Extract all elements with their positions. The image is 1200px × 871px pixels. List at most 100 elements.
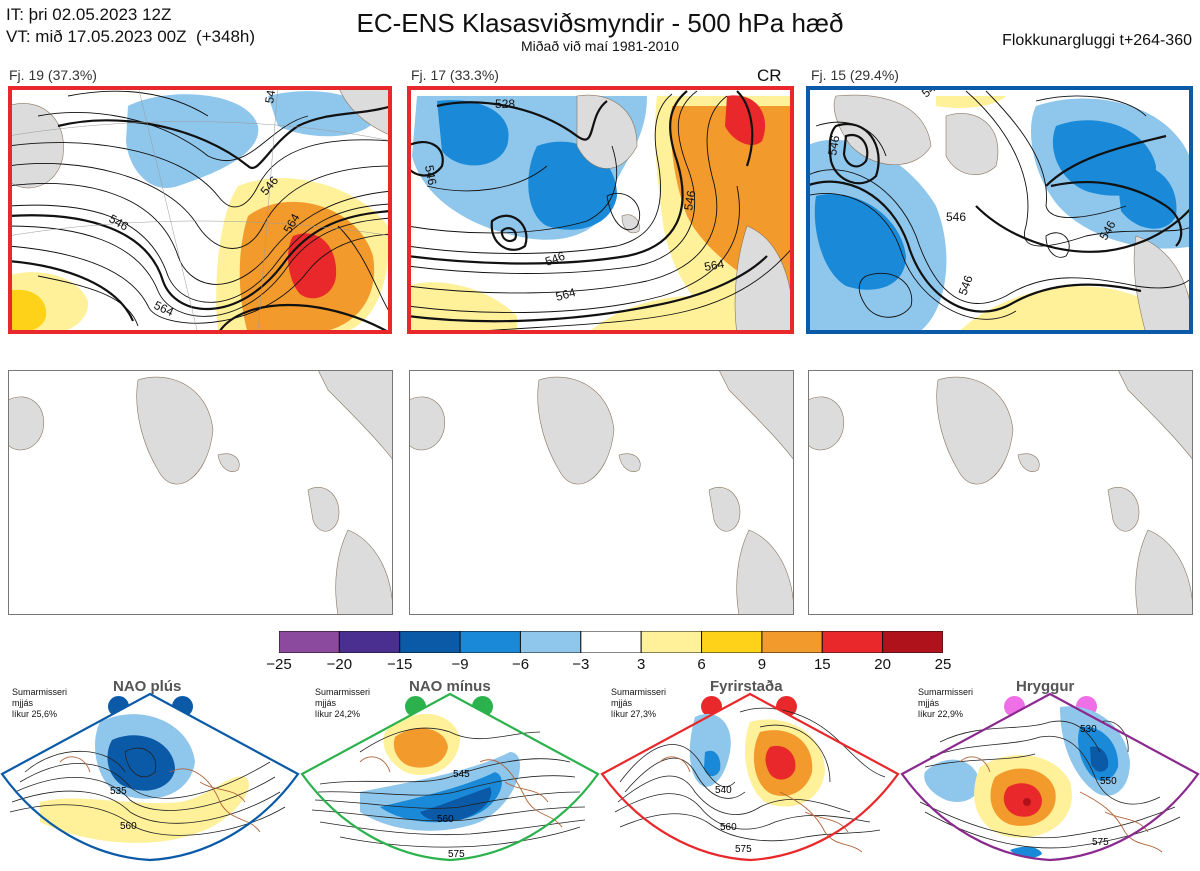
colorbar-tick-label: 25 bbox=[934, 656, 952, 673]
regime-probability: líkur 27,3% bbox=[611, 709, 657, 719]
contour-label: 560 bbox=[437, 814, 454, 825]
contour-label: 560 bbox=[720, 822, 737, 833]
page-subtitle: Miðað við maí 1981-2010 bbox=[521, 38, 679, 54]
cluster-2-land bbox=[576, 94, 794, 334]
cluster-1-height-contours bbox=[8, 90, 392, 327]
page-title: EC-ENS Klasasviðsmyndir - 500 hPa hæð bbox=[356, 8, 844, 38]
contour-label: 546 bbox=[956, 273, 976, 297]
cluster-2-label: Fj. 17 (33.3%) bbox=[411, 67, 499, 83]
colorbar-swatch bbox=[399, 630, 461, 654]
cluster-1-map: 546 564 546 564 546 bbox=[8, 86, 392, 334]
cluster-2-thick-contours bbox=[407, 90, 768, 323]
colorbar-swatch bbox=[882, 630, 944, 654]
colorbar-tick-label: 3 bbox=[637, 656, 646, 673]
cluster-1-graticule bbox=[8, 86, 392, 334]
contour-label: 546 bbox=[681, 189, 698, 211]
regime-4-info: Sumarmisseri mjjás líkur 22,9% bbox=[918, 687, 973, 720]
cluster-1-frame bbox=[8, 86, 392, 334]
regime-3-name: Fyrirstaða bbox=[710, 678, 783, 695]
regime-probability: líkur 22,9% bbox=[918, 709, 964, 719]
regime-4-name: Hryggur bbox=[1016, 678, 1075, 695]
contour-label: 528 bbox=[495, 97, 515, 111]
regime-season: Sumarmisseri bbox=[611, 687, 667, 697]
cluster-2-cr-tag: CR bbox=[757, 66, 782, 85]
contour-label: 540 bbox=[715, 785, 732, 796]
regime-months: mjjás bbox=[611, 698, 633, 708]
regime-1-name: NAO plús bbox=[113, 678, 182, 695]
colorbar-swatch bbox=[761, 630, 823, 654]
cluster-2-contour-labels: 528 546 564 546 564 546 bbox=[422, 97, 726, 304]
colorbar-swatch bbox=[640, 630, 703, 654]
regime-2-frame bbox=[300, 692, 600, 862]
colorbar-swatches bbox=[278, 630, 944, 654]
regime-probability: líkur 24,2% bbox=[315, 709, 361, 719]
colorbar-swatch bbox=[338, 630, 401, 654]
colorbar-tick-label: 9 bbox=[757, 656, 767, 673]
base-map-3 bbox=[808, 370, 1193, 615]
contour-label: 546 bbox=[825, 134, 842, 156]
base-map-3-land bbox=[808, 370, 1193, 615]
colorbar-tick-label: −3 bbox=[572, 656, 590, 673]
header-times: IT: þri 02.05.2023 12Z VT: mið 17.05.202… bbox=[6, 4, 255, 48]
base-map-3-frame bbox=[808, 370, 1193, 615]
colorbar-swatch bbox=[821, 630, 884, 654]
contour-label: 546 bbox=[946, 210, 966, 224]
cluster-1-label: Fj. 19 (37.3%) bbox=[9, 67, 97, 83]
contour-label: 564 bbox=[703, 257, 725, 274]
cluster-3-height-contours bbox=[806, 90, 1193, 320]
regime-months: mjjás bbox=[12, 698, 34, 708]
regime-months: mjjás bbox=[315, 698, 337, 708]
regime-row: Sumarmisseri mjjás líkur 25,6% NAO plús … bbox=[0, 678, 1200, 871]
colorbar-swatch bbox=[278, 630, 340, 654]
cluster-3-land bbox=[833, 94, 1193, 334]
contour-label: 550 bbox=[1100, 776, 1117, 787]
cluster-3-frame bbox=[806, 86, 1193, 334]
base-map-1-land bbox=[8, 370, 393, 615]
colorbar-tick-label: −9 bbox=[451, 656, 469, 673]
contour-label: 564 bbox=[152, 298, 176, 319]
regime-season: Sumarmisseri bbox=[12, 687, 68, 697]
colorbar bbox=[278, 630, 944, 654]
cluster-3-thick-contours bbox=[806, 123, 1193, 313]
contour-label: 546 bbox=[107, 211, 132, 233]
contour-label: 575 bbox=[1092, 837, 1109, 848]
regime-1-info: Sumarmisseri mjjás líkur 25,6% bbox=[12, 687, 67, 720]
colorbar-swatch bbox=[519, 630, 582, 654]
colorbar-swatch bbox=[580, 630, 642, 654]
regime-season: Sumarmisseri bbox=[918, 687, 974, 697]
colorbar-tick-label: −25 bbox=[266, 656, 292, 673]
clustering-window: Flokkunargluggi t+264-360 bbox=[1002, 32, 1192, 49]
regime-4-frame bbox=[900, 692, 1200, 862]
colorbar-tick-label: 15 bbox=[813, 656, 831, 673]
regime-months: mjjás bbox=[918, 698, 940, 708]
contour-label: 545 bbox=[453, 769, 470, 780]
regime-2-name: NAO mínus bbox=[409, 678, 491, 695]
contour-label: 535 bbox=[110, 786, 127, 797]
colorbar-swatch bbox=[701, 630, 763, 654]
regime-2-map: 545 560 575 bbox=[300, 692, 600, 862]
cluster-2-map: 528 546 564 546 564 546 bbox=[407, 86, 794, 334]
colorbar-tick-label: −20 bbox=[326, 656, 353, 673]
cluster-3-anomaly-shading bbox=[806, 96, 1193, 334]
regime-3-frame bbox=[600, 692, 900, 862]
contour-label: 564 bbox=[554, 285, 577, 304]
init-time: IT: þri 02.05.2023 12Z bbox=[6, 5, 172, 24]
regime-1-frame bbox=[0, 692, 300, 862]
regime-1-map: 535 560 bbox=[0, 692, 300, 862]
regime-3-map: 540 560 575 bbox=[600, 692, 900, 862]
contour-label: 546 bbox=[262, 86, 279, 105]
colorbar-tick-label: −15 bbox=[386, 656, 413, 673]
contour-label: 530 bbox=[1080, 724, 1097, 735]
contour-label: 546 bbox=[422, 164, 439, 186]
base-map-2 bbox=[409, 370, 794, 615]
regime-3-info: Sumarmisseri mjjás líkur 27,3% bbox=[611, 687, 666, 720]
contour-label: 575 bbox=[448, 849, 465, 860]
base-map-1 bbox=[8, 370, 393, 615]
regime-4-map: 530 550 575 bbox=[900, 692, 1200, 862]
colorbar-tick-label: 20 bbox=[874, 656, 891, 673]
base-map-2-land bbox=[409, 370, 794, 615]
base-map-1-frame bbox=[8, 370, 393, 615]
colorbar-swatch bbox=[459, 630, 521, 654]
regime-probability: líkur 25,6% bbox=[12, 709, 58, 719]
valid-time: VT: mið 17.05.2023 00Z (+348h) bbox=[6, 27, 256, 46]
